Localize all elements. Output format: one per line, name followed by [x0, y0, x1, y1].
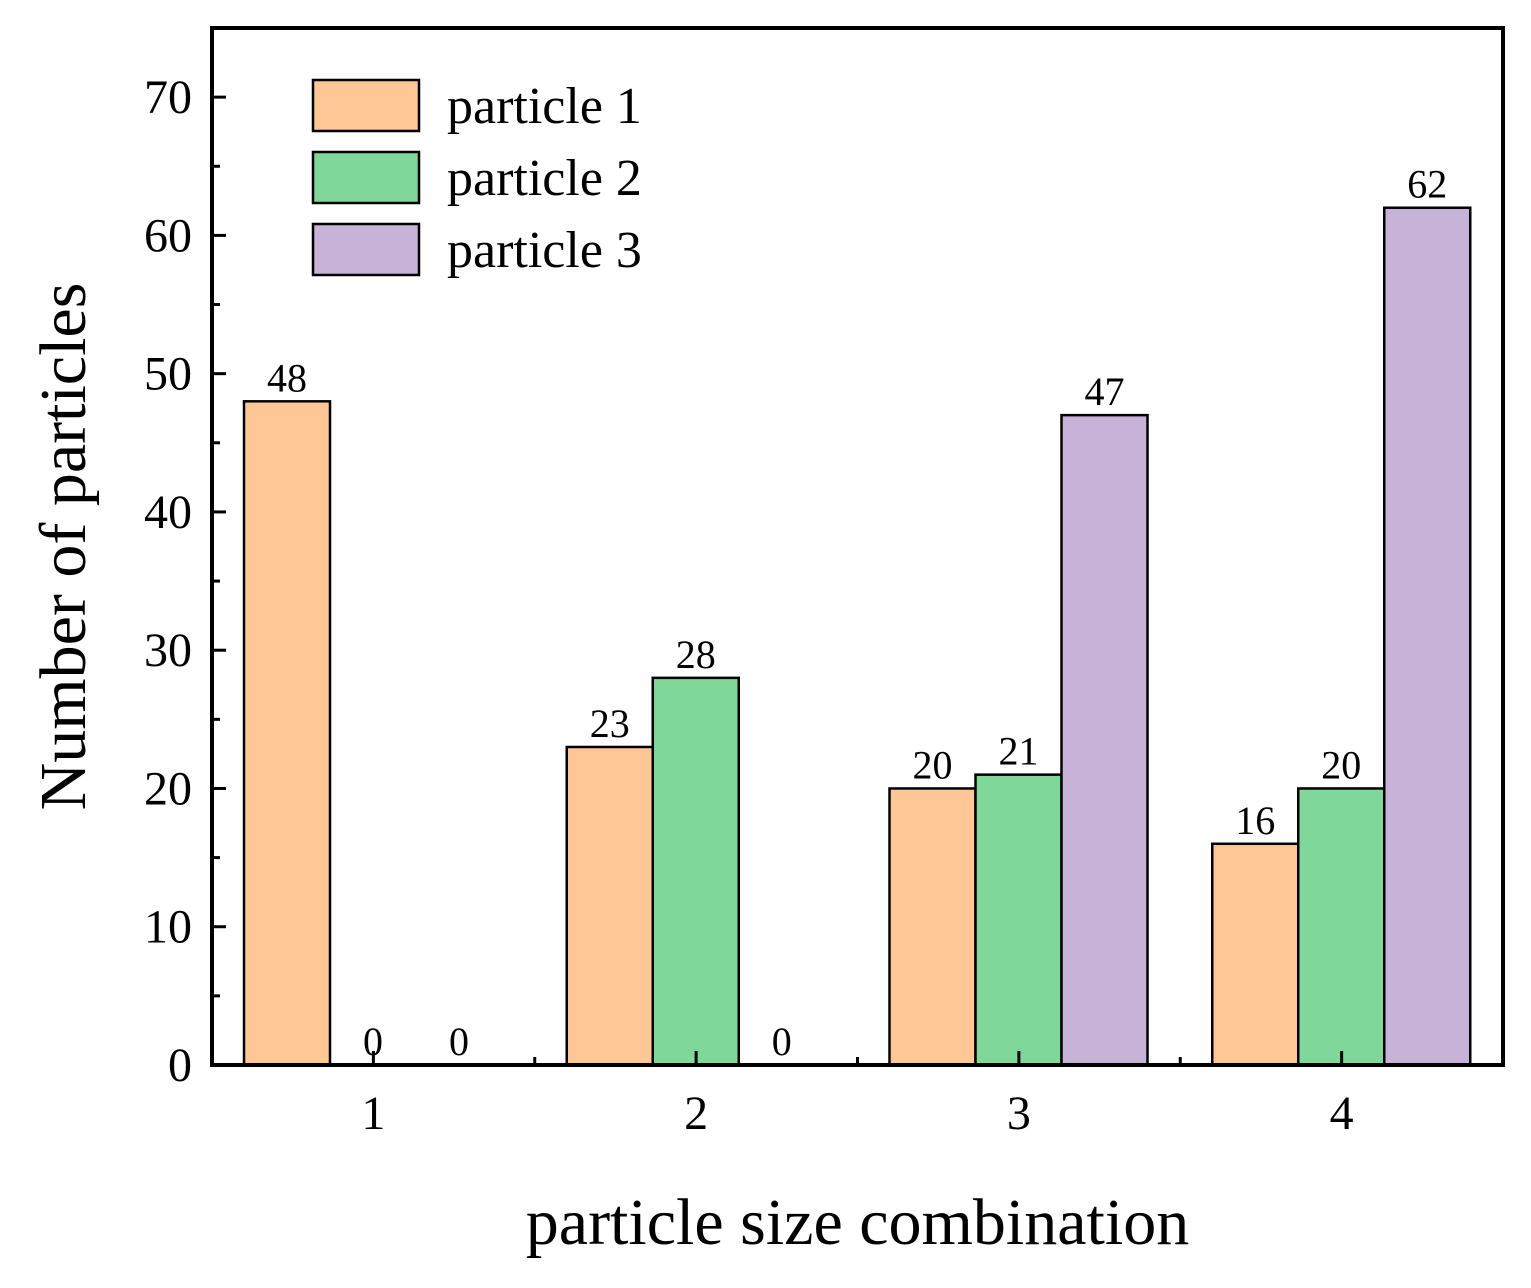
x-axis-title: particle size combination — [526, 1186, 1189, 1259]
bar-2-cat-3 — [974, 773, 1063, 1067]
data-label: 16 — [1235, 798, 1275, 843]
legend-label: particle 3 — [447, 222, 642, 279]
y-tick-label: 20 — [144, 762, 192, 815]
x-tick-label: 3 — [1007, 1087, 1031, 1140]
data-label: 0 — [363, 1019, 383, 1064]
y-tick-label: 40 — [144, 486, 192, 539]
data-label: 23 — [590, 701, 630, 746]
data-label: 0 — [449, 1019, 469, 1064]
x-tick-label: 1 — [361, 1087, 385, 1140]
legend-swatch — [311, 222, 421, 277]
y-tick-label: 60 — [144, 209, 192, 262]
data-label: 47 — [1085, 369, 1125, 414]
y-tick-label: 0 — [168, 1039, 192, 1092]
y-tick-label: 70 — [144, 71, 192, 124]
data-label: 48 — [267, 355, 307, 400]
bar-1-cat-4 — [1211, 842, 1300, 1067]
data-label: 21 — [999, 729, 1039, 774]
x-tick-label: 4 — [1330, 1087, 1354, 1140]
legend-swatch — [311, 78, 421, 133]
data-label: 28 — [676, 632, 716, 677]
legend-swatch — [311, 150, 421, 205]
legend: particle 1 particle 2 particle 3 — [311, 78, 642, 279]
bar-2-cat-4 — [1297, 787, 1386, 1067]
y-tick-label: 30 — [144, 624, 192, 677]
y-axis-title: Number of particles — [27, 283, 100, 811]
data-label: 20 — [913, 742, 953, 787]
bar-1-cat-3 — [888, 787, 977, 1067]
y-tick-label: 50 — [144, 348, 192, 401]
bars-layer — [242, 206, 1472, 1067]
bar-1-cat-2 — [565, 745, 654, 1067]
data-label: 20 — [1321, 742, 1361, 787]
legend-label: particle 1 — [447, 78, 642, 135]
bar-3-cat-4 — [1383, 206, 1472, 1067]
bar-2-cat-2 — [651, 676, 740, 1067]
legend-label: particle 2 — [447, 150, 642, 207]
y-tick-label: 10 — [144, 901, 192, 954]
bar-1-cat-1 — [242, 400, 332, 1067]
bar-3-cat-3 — [1060, 413, 1149, 1067]
x-tick-label: 2 — [684, 1087, 708, 1140]
data-label: 0 — [772, 1019, 792, 1064]
data-labels-layer: 48 0 0 23 28 0 20 21 47 16 20 62 — [267, 162, 1447, 1064]
data-label: 62 — [1407, 162, 1447, 207]
